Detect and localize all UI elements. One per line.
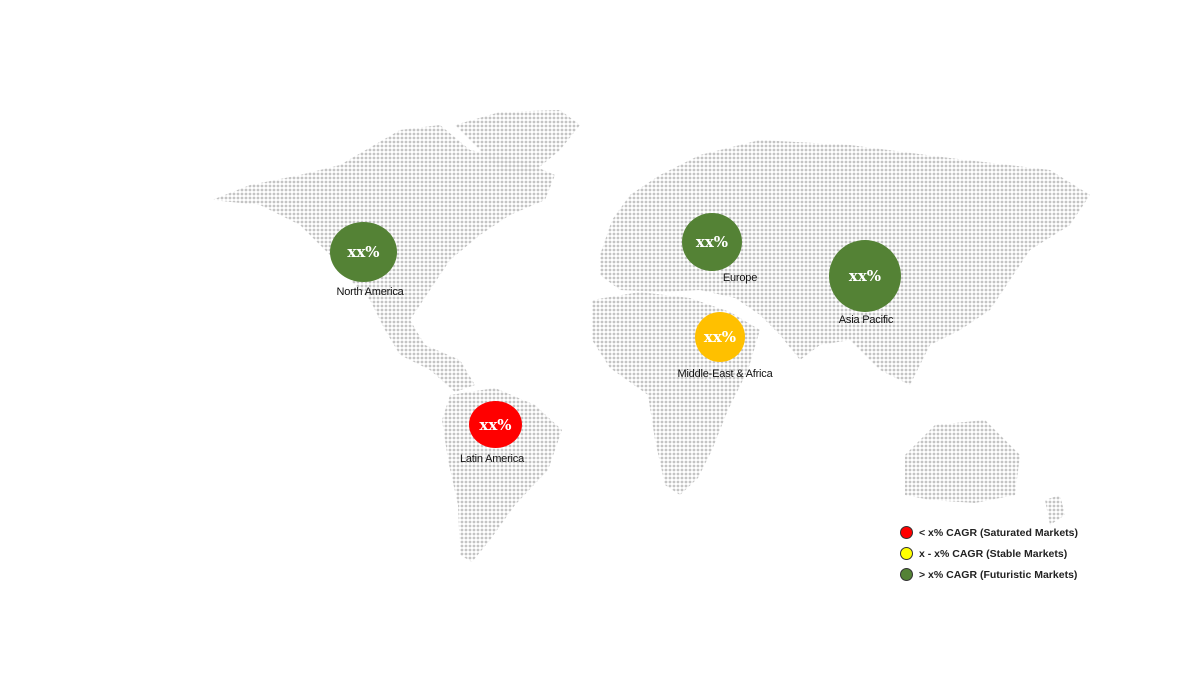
region-label-asia-pacific: Asia Pacific: [838, 314, 894, 326]
region-label-middle-east-africa: Middle-East & Africa: [677, 368, 773, 380]
region-label-latin-america: Latin America: [459, 453, 525, 465]
region-bubble-europe: xx%: [682, 213, 742, 271]
legend-item-saturated: < x% CAGR (Saturated Markets): [900, 522, 1078, 543]
green-circle-icon: [900, 568, 913, 581]
continent-australia: [905, 420, 1020, 503]
region-label-europe: Europe: [722, 272, 758, 284]
continent-new-zealand: [1045, 495, 1065, 525]
yellow-circle-icon: [900, 547, 913, 560]
legend-item-stable: x - x% CAGR (Stable Markets): [900, 543, 1078, 564]
region-label-north-america: North America: [336, 286, 404, 298]
legend-label: < x% CAGR (Saturated Markets): [919, 526, 1079, 539]
legend-item-futuristic: > x% CAGR (Futuristic Markets): [900, 564, 1078, 585]
red-circle-icon: [900, 526, 913, 539]
continent-greenland: [455, 110, 580, 175]
region-bubble-middle-east-africa: xx%: [695, 312, 745, 362]
legend-label: x - x% CAGR (Stable Markets): [919, 547, 1068, 560]
legend: < x% CAGR (Saturated Markets) x - x% CAG…: [900, 522, 1078, 585]
region-bubble-north-america: xx%: [330, 222, 397, 282]
legend-label: > x% CAGR (Futuristic Markets): [919, 568, 1078, 581]
region-bubble-latin-america: xx%: [469, 401, 522, 448]
region-bubble-asia-pacific: xx%: [829, 240, 901, 312]
